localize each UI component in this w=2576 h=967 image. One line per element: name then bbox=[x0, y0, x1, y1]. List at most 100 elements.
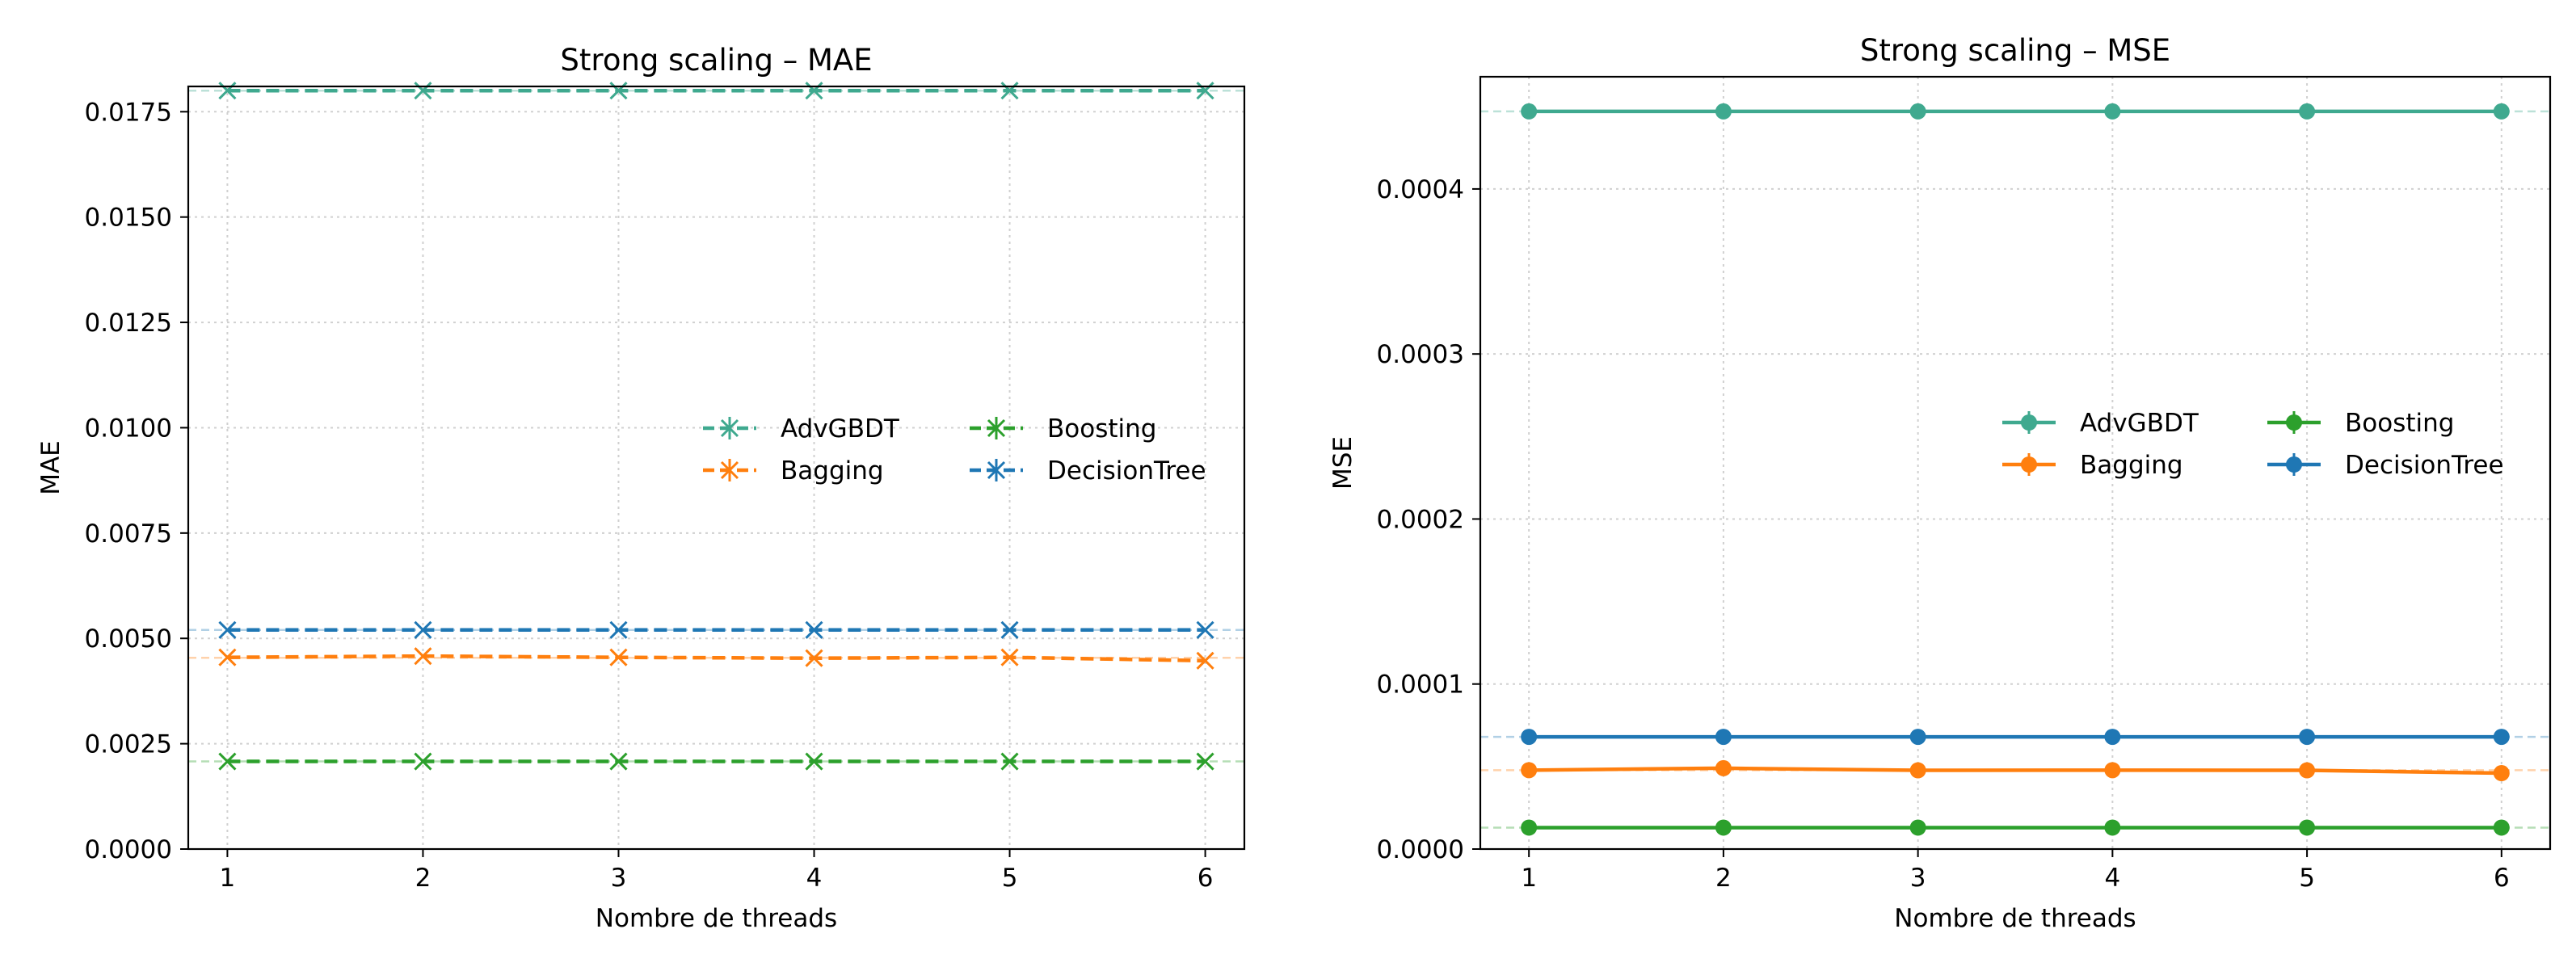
y-tick-label: 0.0050 bbox=[85, 624, 172, 654]
data-point bbox=[609, 82, 628, 100]
data-point bbox=[1715, 819, 1732, 836]
x-tick-label: 3 bbox=[611, 864, 627, 893]
data-point bbox=[2299, 762, 2316, 779]
y-tick-label: 0.0004 bbox=[1377, 175, 1464, 204]
y-tick-label: 0.0000 bbox=[1377, 835, 1464, 864]
data-point bbox=[2299, 819, 2316, 836]
legend-label: DecisionTree bbox=[1047, 456, 1206, 486]
data-point bbox=[1715, 103, 1732, 120]
axes-frame bbox=[187, 85, 1246, 851]
chart-panel-2: 0.0000 0.0001 0.0002 0.0003 0.0004 1 2 3 4 5 6 Stro… bbox=[1328, 33, 2552, 933]
data-point bbox=[1000, 82, 1019, 100]
data-point bbox=[414, 752, 432, 771]
data-point bbox=[218, 648, 237, 666]
y-axis-label: MAE bbox=[36, 440, 65, 495]
data-point bbox=[805, 649, 823, 667]
legend-marker bbox=[987, 418, 1006, 438]
legend-label: AdvGBDT bbox=[2080, 409, 2199, 438]
data-point bbox=[2299, 103, 2316, 120]
data-point bbox=[609, 752, 628, 771]
data-point bbox=[1521, 762, 1538, 779]
data-point bbox=[1909, 103, 1926, 120]
chart-panel-1: 0.0000 0.0025 0.0050 0.0075 0.0100 0.0125 0.01… bbox=[36, 43, 1246, 933]
data-point bbox=[805, 620, 823, 639]
y-tick-label: 0.0001 bbox=[1377, 671, 1464, 700]
data-point bbox=[2493, 729, 2510, 746]
legend-marker bbox=[2021, 414, 2037, 431]
y-tick-label: 0.0002 bbox=[1377, 505, 1464, 534]
data-point bbox=[609, 620, 628, 639]
legend-marker bbox=[987, 460, 1006, 480]
data-point bbox=[2104, 762, 2121, 779]
data-point bbox=[218, 82, 237, 100]
x-tick-label: 3 bbox=[1910, 864, 1926, 893]
data-point bbox=[1909, 819, 1926, 836]
x-tick-label: 2 bbox=[1715, 864, 1732, 893]
y-tick-label: 0.0100 bbox=[85, 414, 172, 443]
x-tick-label: 1 bbox=[1521, 864, 1537, 893]
legend-marker bbox=[720, 460, 739, 480]
y-tick-label: 0.0025 bbox=[85, 730, 172, 759]
legend-label: AdvGBDT bbox=[781, 414, 900, 444]
data-point bbox=[2299, 729, 2316, 746]
x-tick-label: 1 bbox=[220, 864, 236, 893]
data-point bbox=[2104, 819, 2121, 836]
data-point bbox=[1521, 103, 1538, 120]
legend-label: Boosting bbox=[2345, 409, 2454, 438]
series-line-bagging bbox=[1529, 766, 2502, 776]
y-tick-label: 0.0075 bbox=[85, 519, 172, 549]
legend-label: Boosting bbox=[1047, 414, 1156, 444]
legend-label: Bagging bbox=[2080, 451, 2183, 480]
legend: AdvGBDT Bagging Boosting DecisionTree bbox=[2002, 409, 2504, 480]
data-point bbox=[1521, 729, 1538, 746]
x-tick-label: 6 bbox=[2494, 864, 2510, 893]
data-point bbox=[805, 82, 823, 100]
y-tick-label: 0.0003 bbox=[1377, 340, 1464, 369]
legend-marker bbox=[2286, 414, 2302, 431]
data-point bbox=[1909, 729, 1926, 746]
legend-marker bbox=[2286, 456, 2302, 473]
x-tick-label: 4 bbox=[2104, 864, 2120, 893]
data-point bbox=[218, 752, 237, 771]
data-point bbox=[1196, 752, 1214, 771]
x-tick-label: 4 bbox=[806, 864, 823, 893]
legend-label: Bagging bbox=[781, 456, 884, 486]
data-point bbox=[414, 620, 432, 639]
x-tick-label: 6 bbox=[1198, 864, 1214, 893]
chart-title: Strong scaling – MSE bbox=[1860, 33, 2170, 68]
data-point bbox=[1521, 819, 1538, 836]
data-point bbox=[2104, 103, 2121, 120]
data-point bbox=[609, 648, 628, 666]
data-point bbox=[1715, 759, 1732, 776]
data-point bbox=[218, 620, 237, 639]
data-point bbox=[1000, 620, 1019, 639]
y-tick-label: 0.0000 bbox=[85, 835, 172, 864]
legend-marker bbox=[2021, 456, 2037, 473]
data-point bbox=[1000, 648, 1019, 666]
data-point bbox=[414, 82, 432, 100]
y-axis-label: MSE bbox=[1328, 436, 1357, 490]
data-point bbox=[1196, 651, 1214, 670]
data-point bbox=[2493, 103, 2510, 120]
data-point bbox=[1196, 82, 1214, 100]
data-point bbox=[805, 752, 823, 771]
data-point bbox=[2493, 819, 2510, 836]
data-point bbox=[1000, 752, 1019, 771]
data-point bbox=[1196, 620, 1214, 639]
chart-title: Strong scaling – MAE bbox=[560, 43, 872, 78]
y-tick-label: 0.0150 bbox=[85, 204, 172, 233]
x-axis-label: Nombre de threads bbox=[596, 904, 837, 933]
data-point bbox=[1909, 762, 1926, 779]
data-point bbox=[414, 647, 432, 666]
data-point bbox=[1715, 729, 1732, 746]
x-tick-label: 5 bbox=[2299, 864, 2315, 893]
x-tick-label: 2 bbox=[415, 864, 431, 893]
legend: AdvGBDT Bagging Boosting DecisionTree bbox=[703, 414, 1206, 486]
x-tick-label: 5 bbox=[1002, 864, 1018, 893]
legend-marker bbox=[720, 418, 739, 438]
legend-label: DecisionTree bbox=[2345, 451, 2504, 480]
data-point bbox=[2104, 729, 2121, 746]
y-tick-label: 0.0125 bbox=[85, 309, 172, 338]
